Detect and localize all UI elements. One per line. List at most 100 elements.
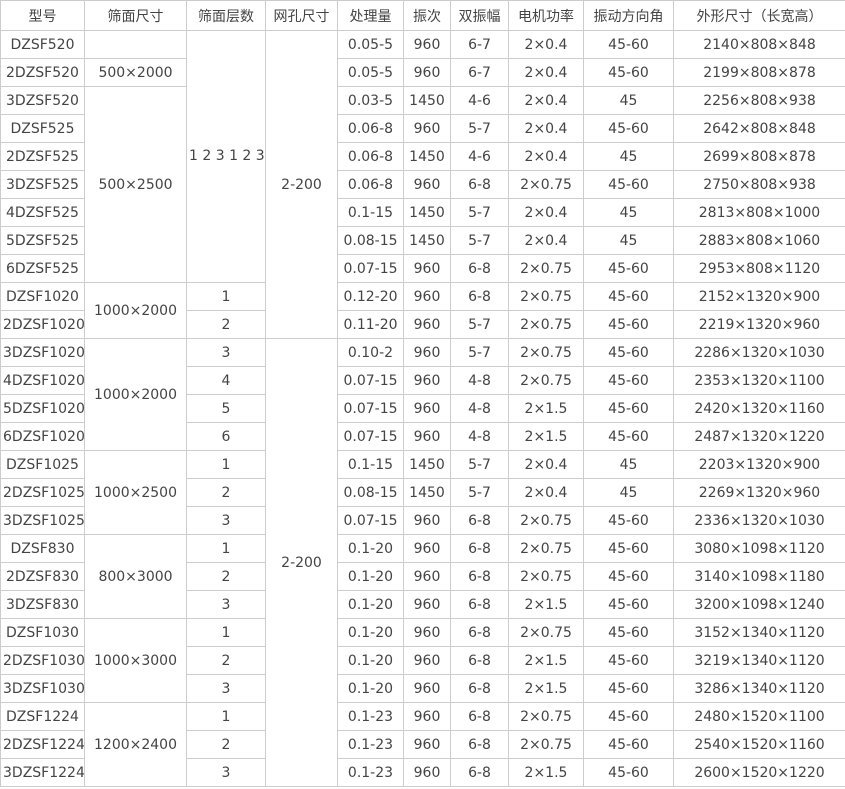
cell-size: 500×2000	[84, 58, 187, 87]
cell-layers: 1	[186, 702, 266, 731]
cell-amplitude: 6-8	[450, 534, 509, 563]
cell-angle: 45-60	[583, 590, 674, 619]
cell-model: 3DZSF1030	[0, 674, 85, 703]
cell-angle: 45-60	[583, 646, 674, 675]
table-row: 3DZSF1025 3 0.07-15 960 6-8 2×0.75 45-60…	[0, 506, 845, 535]
cell-model: 3DZSF830	[0, 590, 85, 619]
cell-power: 2×0.4	[508, 114, 584, 143]
table-row: 4DZSF1020 4 0.07-15 960 4-8 2×0.75 45-60…	[0, 366, 845, 395]
cell-power: 2×1.5	[508, 422, 584, 451]
cell-freq: 960	[403, 590, 451, 619]
col-header-vibration-angle: 振动方向角	[583, 0, 674, 31]
cell-dimensions: 2420×1320×1160	[673, 394, 845, 423]
cell-amplitude: 6-8	[450, 590, 509, 619]
table-row: 2DZSF1030 2 0.1-20 960 6-8 2×1.5 45-60 3…	[0, 646, 845, 675]
cell-capacity: 0.1-20	[337, 534, 404, 563]
cell-freq: 960	[403, 310, 451, 339]
cell-amplitude: 6-8	[450, 254, 509, 283]
cell-model: 2DZSF1020	[0, 310, 85, 339]
cell-freq: 1450	[403, 198, 451, 227]
cell-angle: 45-60	[583, 702, 674, 731]
cell-size: 800×3000	[84, 534, 187, 619]
cell-capacity: 0.05-5	[337, 30, 404, 59]
cell-capacity: 0.08-15	[337, 226, 404, 255]
cell-layers: 3	[186, 590, 266, 619]
table-row: 3DZSF525 0.06-8 960 6-8 2×0.75 45-60 275…	[0, 170, 845, 199]
cell-dimensions: 2336×1320×1030	[673, 506, 845, 535]
cell-angle: 45-60	[583, 310, 674, 339]
cell-layers-block: 1 2 3 1 2 3 4 5 6	[186, 30, 266, 283]
cell-amplitude: 5-7	[450, 450, 509, 479]
cell-model: 6DZSF1020	[0, 422, 85, 451]
cell-layers: 1	[186, 450, 266, 479]
cell-model: 3DZSF520	[0, 86, 85, 115]
cell-dimensions: 2480×1520×1100	[673, 702, 845, 731]
table-row: 2DZSF525 0.06-8 1450 4-6 2×0.4 45 2699×8…	[0, 142, 845, 171]
col-header-screen-size: 筛面尺寸	[84, 0, 187, 31]
cell-angle: 45-60	[583, 562, 674, 591]
cell-amplitude: 6-8	[450, 506, 509, 535]
cell-model: 3DZSF1020	[0, 338, 85, 367]
cell-model: DZSF1224	[0, 702, 85, 731]
cell-angle: 45-60	[583, 618, 674, 647]
cell-dimensions: 2269×1320×960	[673, 478, 845, 507]
cell-layers: 5	[186, 394, 266, 423]
cell-amplitude: 6-7	[450, 58, 509, 87]
cell-freq: 1450	[403, 478, 451, 507]
cell-capacity: 0.1-23	[337, 702, 404, 731]
cell-freq: 960	[403, 30, 451, 59]
cell-dimensions: 2140×808×848	[673, 30, 845, 59]
col-header-motor-power: 电机功率	[508, 0, 584, 31]
cell-dimensions: 3140×1098×1180	[673, 562, 845, 591]
cell-layers: 3	[186, 338, 266, 367]
cell-layers: 1	[186, 618, 266, 647]
cell-freq: 960	[403, 506, 451, 535]
cell-model: 3DZSF525	[0, 170, 85, 199]
cell-model: 2DZSF1025	[0, 478, 85, 507]
col-header-amplitude: 双振幅	[450, 0, 509, 31]
cell-freq: 960	[403, 394, 451, 423]
cell-dimensions: 3080×1098×1120	[673, 534, 845, 563]
cell-dimensions: 2199×808×878	[673, 58, 845, 87]
cell-power: 2×0.4	[508, 142, 584, 171]
cell-amplitude: 5-7	[450, 310, 509, 339]
cell-model: 5DZSF1020	[0, 394, 85, 423]
cell-model: 2DZSF1224	[0, 730, 85, 759]
cell-power: 2×0.75	[508, 310, 584, 339]
cell-freq: 960	[403, 702, 451, 731]
cell-dimensions: 3200×1098×1240	[673, 590, 845, 619]
table-row: 3DZSF1030 3 0.1-20 960 6-8 2×1.5 45-60 3…	[0, 674, 845, 703]
cell-amplitude: 6-8	[450, 562, 509, 591]
cell-capacity: 0.10-2	[337, 338, 404, 367]
cell-power: 2×1.5	[508, 674, 584, 703]
cell-amplitude: 5-7	[450, 338, 509, 367]
cell-angle: 45-60	[583, 282, 674, 311]
table-row: 6DZSF1020 6 0.07-15 960 4-8 2×1.5 45-60 …	[0, 422, 845, 451]
cell-layers: 1	[186, 282, 266, 311]
cell-model: 4DZSF525	[0, 198, 85, 227]
cell-capacity: 0.1-20	[337, 618, 404, 647]
cell-layers: 2	[186, 478, 266, 507]
cell-amplitude: 4-8	[450, 422, 509, 451]
cell-angle: 45-60	[583, 506, 674, 535]
table-row: DZSF1224 1200×2400 1 0.1-23 960 6-8 2×0.…	[0, 702, 845, 787]
col-header-dimensions: 外形尺寸（长宽高）	[673, 0, 845, 31]
cell-capacity: 0.1-15	[337, 450, 404, 479]
cell-angle: 45-60	[583, 758, 674, 787]
cell-power: 2×0.75	[508, 534, 584, 563]
cell-amplitude: 6-8	[450, 730, 509, 759]
cell-model: DZSF830	[0, 534, 85, 563]
cell-model: DZSF1025	[0, 450, 85, 479]
cell-dimensions: 3152×1340×1120	[673, 618, 845, 647]
cell-freq: 960	[403, 366, 451, 395]
cell-model: DZSF1020	[0, 282, 85, 311]
cell-capacity: 0.03-5	[337, 86, 404, 115]
cell-power: 2×0.4	[508, 86, 584, 115]
cell-model: 4DZSF1020	[0, 366, 85, 395]
cell-angle: 45-60	[583, 170, 674, 199]
table-row: 3DZSF1224 3 0.1-23 960 6-8 2×1.5 45-60 2…	[0, 758, 845, 787]
cell-model: 2DZSF1030	[0, 646, 85, 675]
cell-capacity: 0.1-20	[337, 590, 404, 619]
table-row: DZSF1025 1000×2500 1 0.1-15 1450 5-7 2×0…	[0, 450, 845, 535]
cell-freq: 960	[403, 618, 451, 647]
